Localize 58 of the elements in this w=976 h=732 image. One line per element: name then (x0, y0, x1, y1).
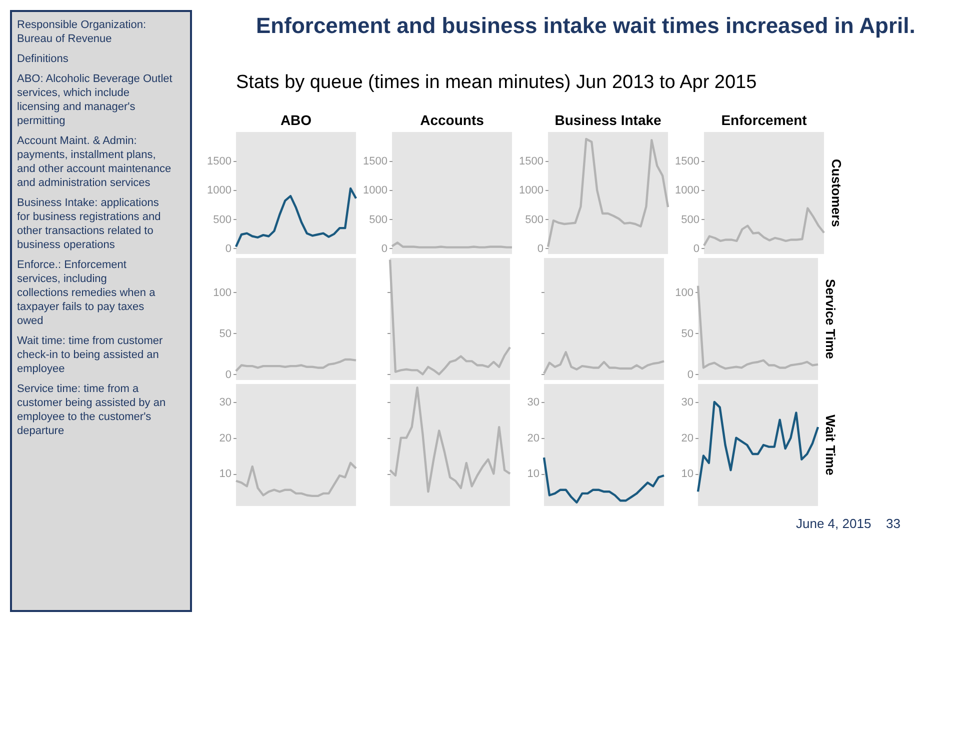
y-tick-label: 10 (681, 468, 694, 480)
y-tick-label: 30 (527, 396, 540, 408)
line-series (542, 456, 666, 504)
y-axis-title: Customers (829, 159, 844, 227)
line-series (702, 207, 826, 247)
chart-title: Business Intake (554, 112, 662, 128)
text: Service time: time from a customer being assisted by an employee to the customer's departure (17, 383, 166, 437)
y-tick-label: 50 (681, 328, 694, 340)
text: ABO: Alcoholic Beverage Outlet services, which include licensing and manager's permitting (17, 73, 172, 127)
y-tick-label: 1500 (519, 156, 544, 168)
y-tick-label: 1000 (519, 184, 544, 197)
y-tick-label: 30 (681, 396, 694, 408)
y-tick-label: 50 (219, 328, 232, 340)
text: Responsible Organization: Bureau of Revenue (17, 19, 146, 45)
text: Stats by queue (times in mean minutes) Jun 2013 to Apr 2015 (236, 72, 757, 93)
y-tick-label: 0 (687, 368, 694, 381)
y-tick-label: 100 (213, 286, 232, 299)
y-tick-label: 500 (525, 214, 544, 226)
y-tick-label: 30 (219, 396, 232, 408)
text: Enforce.: Enforcement services, including collections remedies when a taxpayer fails to pay taxes owed (17, 259, 156, 327)
line-series (696, 400, 820, 493)
y-tick-label: 10 (219, 468, 232, 480)
y-tick-label: 20 (219, 432, 232, 444)
y-tick-label: 500 (213, 214, 232, 226)
chart-title: Enforcement (721, 112, 808, 128)
line-series (234, 187, 358, 248)
y-tick-label: 20 (681, 432, 694, 444)
text: Account Maint. & Admin: payments, installment plans, and other account maintenance and administration services (17, 135, 172, 189)
y-tick-label: 0 (225, 242, 232, 255)
text: 33 (886, 516, 900, 531)
text: June 4, 2015 (796, 516, 872, 531)
text: Definitions (17, 53, 69, 65)
y-tick-label: 1000 (207, 184, 232, 197)
y-tick-label: 1000 (363, 184, 388, 197)
y-tick-label: 500 (681, 214, 700, 226)
y-tick-label: 500 (369, 214, 388, 226)
line-series (234, 358, 358, 372)
y-tick-label: 1500 (207, 156, 232, 168)
y-tick-label: 1500 (675, 156, 700, 168)
y-axis-title: Service Time (823, 279, 838, 359)
line-series (234, 462, 358, 498)
y-tick-label: 0 (693, 242, 700, 255)
y-tick-label: 1000 (675, 184, 700, 197)
text: Business Intake: applications for business registrations and other transactions related to business operations (17, 197, 161, 251)
line-series (696, 284, 820, 370)
y-axis-title: Wait Time (823, 414, 838, 476)
y-tick-label: 100 (675, 286, 694, 299)
y-tick-label: 0 (537, 242, 544, 255)
y-tick-label: 0 (381, 242, 388, 255)
chart-title: ABO (280, 112, 312, 128)
chart-title: Accounts (420, 112, 484, 128)
text: Wait time: time from customer check-in to being assisted an employee (17, 335, 164, 375)
y-tick-label: 10 (527, 468, 540, 480)
y-tick-label: 20 (527, 432, 540, 444)
text: Enforcement and business intake wait times increased in April. (256, 13, 916, 38)
line-series (546, 138, 670, 248)
y-tick-label: 0 (225, 368, 232, 381)
y-tick-label: 1500 (363, 156, 388, 168)
